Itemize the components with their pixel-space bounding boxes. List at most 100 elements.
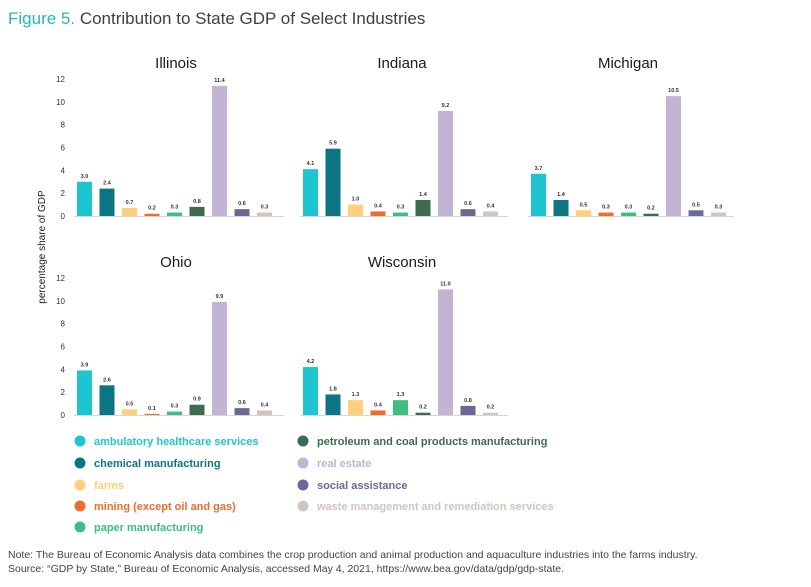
data-label-michigan-waste-management-and-remediation-services: 0.3: [715, 205, 723, 211]
data-label-illinois-ambulatory-healthcare-services: 3.0: [81, 174, 89, 180]
bar-wisconsin-real-estate: [438, 289, 453, 415]
data-label-illinois-petroleum-and-coal-products-manufacturing: 0.8: [193, 199, 201, 205]
bar-wisconsin-petroleum-and-coal-products-manufacturing: [415, 412, 431, 415]
bar-wisconsin-ambulatory-healthcare-services: [303, 367, 318, 415]
data-label-ohio-mining-except-oil-and-gas: 0.1: [148, 406, 156, 412]
y-tick-ohio-4: 4: [61, 365, 66, 374]
bar-michigan-ambulatory-healthcare-services: [531, 173, 546, 216]
data-label-indiana-chemical-manufacturing: 5.9: [329, 141, 337, 147]
panel-title-indiana: Indiana: [377, 55, 427, 72]
bar-michigan-petroleum-and-coal-products-manufacturing: [643, 213, 659, 216]
bar-michigan-waste-management-and-remediation-services: [711, 212, 726, 216]
legend-marker-social-assistance: [297, 479, 309, 491]
legend-label-farms: farms: [94, 480, 124, 492]
data-label-indiana-waste-management-and-remediation-services: 0.4: [487, 203, 496, 209]
data-label-wisconsin-petroleum-and-coal-products-manufacturing: 0.2: [419, 405, 427, 411]
bar-illinois-farms: [122, 208, 137, 216]
legend-label-real-estate: real estate: [317, 458, 371, 470]
bar-ohio-waste-management-and-remediation-services: [257, 410, 272, 415]
bar-indiana-ambulatory-healthcare-services: [303, 169, 318, 216]
figure-title-text: Contribution to State GDP of Select Indu…: [79, 9, 426, 28]
legend-label-paper-manufacturing: paper manufacturing: [94, 522, 203, 534]
legend-label-mining-except-oil-and-gas: mining (except oil and gas): [94, 501, 236, 513]
data-label-ohio-petroleum-and-coal-products-manufacturing: 0.9: [193, 397, 201, 403]
legend-marker-petroleum-and-coal-products-manufacturing: [297, 435, 309, 447]
data-label-michigan-paper-manufacturing: 0.3: [625, 205, 633, 211]
panel-title-illinois: Illinois: [155, 55, 197, 72]
bar-ohio-petroleum-and-coal-products-manufacturing: [189, 404, 205, 415]
data-label-ohio-paper-manufacturing: 0.3: [171, 404, 179, 410]
legend-label-social-assistance: social assistance: [317, 480, 408, 492]
legend-marker-farms: [74, 479, 86, 491]
data-label-ohio-chemical-manufacturing: 2.6: [103, 377, 111, 383]
data-label-illinois-social-assistance: 0.6: [238, 201, 246, 207]
legend-label-petroleum-and-coal-products-manufacturing: petroleum and coal products manufacturin…: [317, 436, 547, 448]
bar-ohio-mining-except-oil-and-gas: [144, 413, 160, 415]
bar-wisconsin-waste-management-and-remediation-services: [483, 412, 498, 415]
data-label-michigan-social-assistance: 0.5: [692, 202, 700, 208]
legend-marker-mining-except-oil-and-gas: [74, 500, 86, 512]
bar-indiana-chemical-manufacturing: [325, 148, 341, 216]
data-label-wisconsin-social-assistance: 0.8: [464, 398, 472, 404]
data-label-ohio-social-assistance: 0.6: [238, 400, 246, 406]
legend-marker-real-estate: [297, 457, 309, 469]
bar-indiana-petroleum-and-coal-products-manufacturing: [415, 200, 431, 216]
data-label-illinois-waste-management-and-remediation-services: 0.3: [261, 205, 269, 211]
data-label-wisconsin-mining-except-oil-and-gas: 0.4: [374, 402, 383, 408]
bar-indiana-farms: [348, 204, 363, 216]
y-tick-illinois-6: 6: [61, 144, 66, 153]
legend-marker-chemical-manufacturing: [74, 457, 86, 469]
bar-illinois-waste-management-and-remediation-services: [257, 212, 272, 216]
data-label-wisconsin-farms: 1.3: [352, 392, 360, 398]
y-tick-ohio-0: 0: [61, 411, 66, 420]
data-label-wisconsin-real-estate: 11.0: [440, 281, 450, 287]
y-tick-illinois-0: 0: [61, 212, 66, 221]
y-tick-ohio-12: 12: [56, 274, 65, 283]
bar-michigan-real-estate: [666, 96, 681, 216]
data-label-wisconsin-waste-management-and-remediation-services: 0.2: [487, 405, 495, 411]
bar-illinois-ambulatory-healthcare-services: [77, 181, 92, 216]
data-label-illinois-farms: 0.7: [126, 200, 134, 206]
bar-indiana-waste-management-and-remediation-services: [483, 211, 498, 216]
data-label-wisconsin-chemical-manufacturing: 1.8: [329, 386, 337, 392]
bar-ohio-ambulatory-healthcare-services: [77, 370, 92, 415]
bar-wisconsin-paper-manufacturing: [393, 400, 408, 415]
bar-ohio-chemical-manufacturing: [99, 385, 115, 415]
data-label-illinois-real-estate: 11.4: [214, 78, 225, 84]
data-label-indiana-paper-manufacturing: 0.3: [397, 205, 405, 211]
notes: Note: The Bureau of Economic Analysis da…: [8, 548, 698, 576]
panel-title-wisconsin: Wisconsin: [368, 254, 436, 271]
data-label-ohio-waste-management-and-remediation-services: 0.4: [261, 402, 270, 408]
bar-illinois-petroleum-and-coal-products-manufacturing: [189, 206, 205, 216]
data-label-michigan-real-estate: 10.5: [668, 88, 679, 94]
legend-marker-waste-management-and-remediation-services: [297, 500, 309, 512]
data-label-michigan-mining-except-oil-and-gas: 0.3: [602, 205, 610, 211]
y-axis-title: percentage share of GDP: [37, 190, 48, 304]
panel-title-ohio: Ohio: [160, 254, 192, 271]
bar-ohio-social-assistance: [234, 408, 250, 415]
y-tick-illinois-8: 8: [61, 121, 66, 130]
legend-label-chemical-manufacturing: chemical manufacturing: [94, 458, 221, 470]
data-label-ohio-real-estate: 9.9: [216, 294, 224, 300]
bar-indiana-mining-except-oil-and-gas: [370, 211, 386, 216]
data-label-michigan-ambulatory-healthcare-services: 3.7: [535, 166, 543, 172]
y-tick-illinois-10: 10: [56, 98, 65, 107]
bar-indiana-social-assistance: [460, 209, 476, 216]
data-label-illinois-mining-except-oil-and-gas: 0.2: [148, 206, 156, 212]
note-text: Note: The Bureau of Economic Analysis da…: [8, 549, 698, 561]
bar-indiana-paper-manufacturing: [393, 212, 408, 216]
bar-ohio-paper-manufacturing: [167, 411, 182, 415]
data-label-indiana-petroleum-and-coal-products-manufacturing: 1.4: [419, 192, 428, 198]
bar-illinois-real-estate: [212, 85, 227, 216]
bar-ohio-farms: [122, 409, 137, 415]
bar-illinois-paper-manufacturing: [167, 212, 182, 216]
legend-marker-ambulatory-healthcare-services: [74, 435, 86, 447]
data-label-illinois-chemical-manufacturing: 2.4: [103, 181, 112, 187]
panel-title-michigan: Michigan: [598, 55, 658, 72]
data-label-wisconsin-ambulatory-healthcare-services: 4.2: [307, 359, 315, 365]
data-label-indiana-real-estate: 9.2: [442, 103, 450, 109]
data-label-indiana-mining-except-oil-and-gas: 0.4: [374, 203, 383, 209]
bar-indiana-real-estate: [438, 110, 453, 216]
data-label-indiana-ambulatory-healthcare-services: 4.1: [307, 161, 315, 167]
